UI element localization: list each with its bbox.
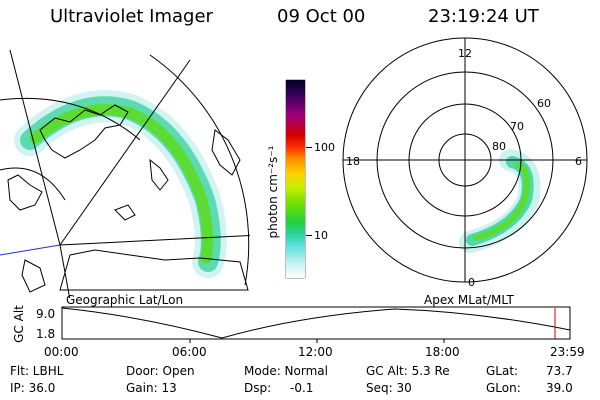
xtick-1200: 12:00 [298, 345, 333, 359]
xtick-0000: 00:00 [44, 345, 79, 359]
colorbar-tick-mark-100 [306, 147, 312, 148]
mlt-label-18: 18 [346, 155, 360, 168]
status-flt: Flt: LBHL [10, 364, 64, 378]
xtick-2359: 23:59 [550, 345, 585, 359]
colorbar-tick-mark-10 [306, 235, 312, 236]
status-glon-value: 39.0 [546, 381, 573, 395]
ytick-9: 9.0 [36, 307, 56, 321]
xtick-1800: 18:00 [425, 345, 460, 359]
mlt-label-6: 6 [575, 155, 582, 168]
altitude-curve [61, 307, 571, 339]
colorbar-tick-100: 100 [314, 141, 335, 154]
status-dsp-value: -0.1 [290, 381, 314, 395]
ytick-1.8: 1.8 [36, 327, 56, 341]
status-mode: Mode: Normal [244, 364, 328, 378]
date-label: 09 Oct 00 [277, 6, 366, 27]
colorbar-tick-10: 10 [314, 229, 328, 242]
apex-map-caption: Apex MLat/MLT [424, 293, 514, 307]
status-seq: Seq: 30 [366, 381, 412, 395]
mlat-label-60: 60 [537, 97, 551, 110]
coastline-greenland [39, 104, 129, 159]
geo-map-content [0, 49, 250, 298]
time-label: 23:19:24 UT [428, 6, 539, 27]
colorbar-label: photon cm⁻²s⁻¹ [266, 145, 280, 239]
instrument-title: Ultraviolet Imager [50, 6, 213, 27]
auroral-oval-geo [14, 90, 227, 278]
status-door: Door: Open [126, 364, 195, 378]
mlat-label-80: 80 [492, 140, 506, 153]
status-gain: Gain: 13 [126, 381, 177, 395]
status-glat-label: GLat: [486, 364, 519, 378]
apex-polar-map [342, 37, 588, 283]
mlt-label-0: 0 [468, 276, 475, 289]
status-glat-value: 73.7 [546, 364, 573, 378]
status-dsp-label: Dsp: [244, 381, 272, 395]
auroral-oval-apex [459, 149, 541, 253]
mlat-label-70: 70 [510, 120, 524, 133]
colorbar [286, 80, 305, 278]
status-ip: IP: 36.0 [10, 381, 56, 395]
status-glon-label: GLon: [486, 381, 521, 395]
mlt-label-12: 12 [458, 47, 472, 60]
gc-alt-axis-title: GC Alt [12, 305, 26, 343]
xtick-0600: 06:00 [172, 345, 207, 359]
status-gc-alt: GC Alt: 5.3 Re [366, 364, 450, 378]
geo-map-caption: Geographic Lat/Lon [66, 293, 184, 307]
